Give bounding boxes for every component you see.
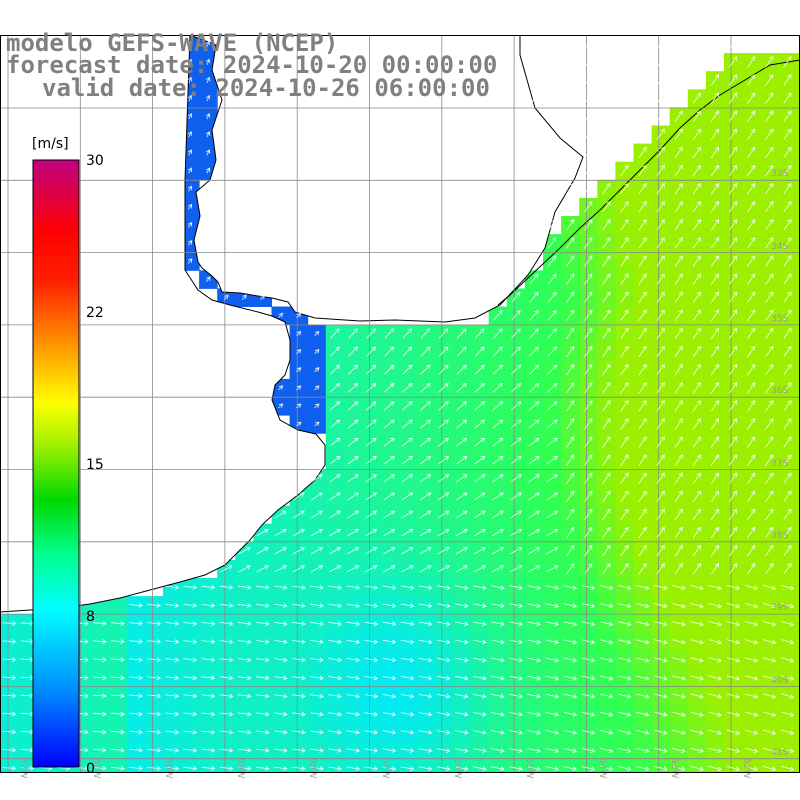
lat-label-38s: 38S xyxy=(771,531,788,541)
lon-label-59w: 59W xyxy=(235,758,245,778)
lat-label-33s: 33S xyxy=(771,169,788,179)
lat-label-41s: 41S xyxy=(771,748,788,758)
title-forecast-date: forecast date: 2024-10-20 00:00:00 xyxy=(6,51,497,79)
colorbar-tick-22: 22 xyxy=(86,305,104,321)
lon-label-58w: 58W xyxy=(307,758,317,778)
colorbar-tick-8: 8 xyxy=(86,609,95,625)
lon-label-57w: 57W xyxy=(380,758,390,778)
colorbar-gradient xyxy=(32,159,80,768)
coastline xyxy=(0,35,800,613)
lon-label-55w: 55W xyxy=(524,758,534,778)
colorbar-tick-0: 0 xyxy=(86,761,95,777)
lon-label-62w: 62W xyxy=(18,758,28,778)
colorbar-unit: [m/s] xyxy=(32,136,69,152)
lon-label-52w: 52W xyxy=(741,758,751,778)
land-argentina xyxy=(0,35,326,613)
lon-label-60w: 60W xyxy=(163,758,173,778)
lat-label-40s: 40S xyxy=(771,676,788,686)
land-uruguay xyxy=(189,35,584,323)
title-model: modelo GEFS-WAVE (NCEP) xyxy=(6,29,338,57)
colorbar-tick-15: 15 xyxy=(86,457,104,473)
lat-labels: 33S 34S 35S 36S 37S 38S 39S 40S 41S xyxy=(771,169,788,758)
lon-label-61w: 61W xyxy=(91,758,101,778)
colorbar: [m/s] 30 22 15 8 0 xyxy=(32,136,104,777)
map-title: modelo GEFS-WAVE (NCEP) forecast date: 2… xyxy=(6,29,497,102)
lon-labels: 62W 61W 60W 59W 58W 57W 56W 55W 54W 53W … xyxy=(18,758,751,778)
lat-label-37s: 37S xyxy=(771,459,788,469)
lat-label-36s: 36S xyxy=(771,386,788,396)
lat-label-35s: 35S xyxy=(771,314,788,324)
colorbar-tick-30: 30 xyxy=(86,153,104,169)
graticule xyxy=(0,35,800,773)
title-valid-date: valid date: 2024-10-26 06:00:00 xyxy=(42,74,490,102)
lat-label-39s: 39S xyxy=(771,603,788,613)
lon-label-56w: 56W xyxy=(452,758,462,778)
lon-label-53w: 53W xyxy=(669,758,679,778)
lon-label-54w: 54W xyxy=(597,758,607,778)
lat-label-34s: 34S xyxy=(771,242,788,252)
